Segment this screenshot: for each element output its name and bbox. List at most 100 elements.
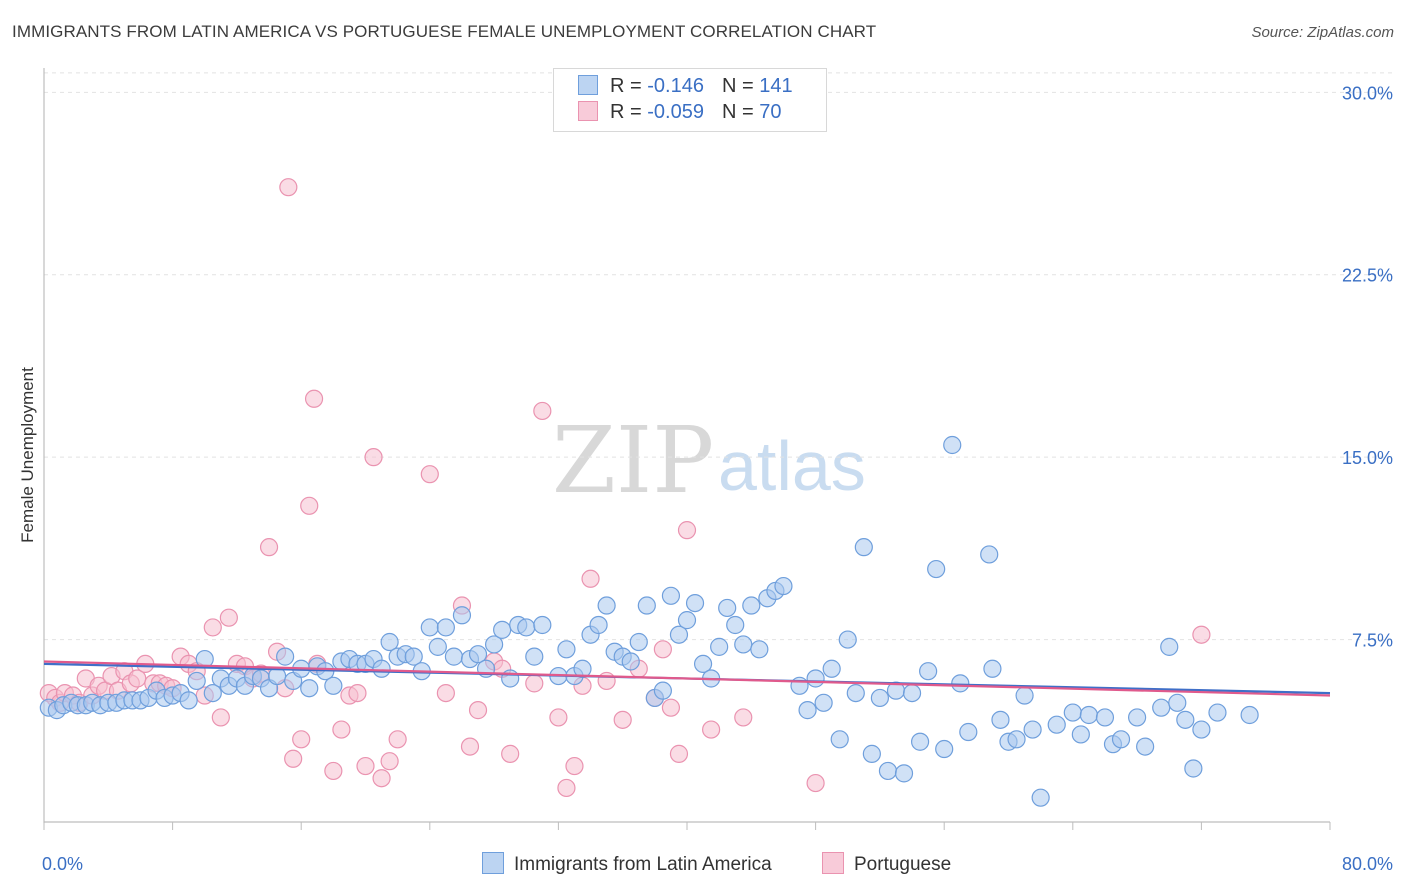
latin-america-point: [1015, 686, 1034, 705]
portuguese-point: [300, 496, 319, 515]
legend-r-label: R =: [610, 101, 648, 123]
bottom-legend-portuguese: Portuguese: [822, 852, 951, 876]
latin-america-point: [951, 674, 970, 693]
latin-america-point: [710, 637, 729, 656]
legend-n-value: 141: [759, 75, 793, 97]
latin-america-point: [380, 632, 399, 652]
legend-n-label: N =: [721, 75, 760, 97]
latin-america-point: [1192, 720, 1211, 739]
latin-america-point: [597, 596, 616, 615]
latin-america-point: [452, 606, 472, 625]
latin-america-point: [589, 615, 608, 635]
latin-america-point: [485, 635, 504, 654]
portuguese-point: [613, 710, 632, 729]
latin-america-point: [943, 435, 962, 455]
latin-america-point: [1007, 730, 1026, 749]
latin-america-point: [621, 652, 640, 671]
bottom-legend-latin-america: Immigrants from Latin America: [482, 852, 772, 876]
portuguese-point: [284, 749, 303, 768]
latin-america-point: [300, 679, 319, 698]
latin-america-point: [1127, 708, 1147, 727]
latin-america-point: [557, 640, 576, 659]
latin-america-point: [420, 618, 439, 637]
portuguese-point: [436, 683, 455, 703]
portuguese-point: [702, 720, 721, 739]
latin-america-point: [1184, 759, 1203, 778]
bottom-swatch-blue: [482, 852, 504, 874]
portuguese-point: [356, 756, 375, 776]
latin-america-point: [1063, 703, 1082, 722]
bottom-legend-label: Portuguese: [854, 854, 952, 875]
latin-america-point: [1071, 725, 1090, 744]
latin-america-point: [653, 681, 672, 700]
y-tick-label: 15.0%: [1342, 448, 1393, 468]
watermark-atlas: atlas: [718, 427, 866, 505]
latin-america-point: [629, 632, 648, 652]
latin-america-point: [870, 688, 890, 708]
portuguese-point: [460, 737, 480, 756]
latin-america-point: [1208, 703, 1227, 722]
portuguese-point: [203, 618, 222, 637]
latin-america-point: [919, 662, 938, 681]
latin-america-point: [404, 647, 423, 666]
latin-america-point: [798, 701, 817, 720]
latin-america-point: [517, 618, 536, 637]
portuguese-point: [348, 683, 367, 703]
latin-america-point: [203, 683, 222, 703]
latin-america-point: [814, 693, 833, 712]
latin-america-point: [493, 620, 512, 639]
latin-america-point: [525, 647, 544, 666]
latin-america-point: [444, 647, 464, 666]
portuguese-point: [661, 698, 681, 717]
legend-r-value: -0.146: [647, 75, 704, 97]
latin-america-point: [846, 683, 865, 703]
latin-america-point: [428, 637, 447, 656]
portuguese-point: [364, 448, 383, 467]
latin-america-point: [774, 576, 793, 596]
portuguese-point: [420, 465, 439, 484]
legend-n-label: N =: [721, 101, 760, 123]
latin-america-point: [894, 764, 914, 783]
portuguese-point: [279, 178, 298, 197]
watermark-zip: ZIP: [552, 407, 714, 514]
portuguese-point: [581, 569, 600, 588]
portuguese-point: [292, 730, 311, 749]
portuguese-point: [653, 640, 672, 659]
latin-america-point: [750, 640, 769, 659]
y-tick-label: 30.0%: [1342, 83, 1393, 103]
latin-america-point: [1023, 720, 1042, 739]
portuguese-point: [388, 730, 407, 749]
portuguese-point: [669, 744, 689, 763]
y-tick-label: 22.5%: [1342, 266, 1393, 286]
latin-america-point: [902, 683, 922, 703]
latin-america-point: [187, 671, 206, 691]
stats-legend: R = -0.146 N = 141 R = -0.059 N = 70: [553, 68, 827, 132]
portuguese-point: [734, 708, 753, 727]
latin-america-point: [533, 615, 552, 635]
latin-america-point: [830, 730, 849, 749]
legend-swatch-pink: [578, 101, 598, 121]
latin-america-point: [718, 598, 737, 618]
latin-america-point: [1111, 730, 1131, 749]
latin-america-point: [838, 630, 857, 649]
legend-n-value: 70: [759, 101, 782, 123]
latin-america-point: [276, 647, 295, 666]
portuguese-point: [1192, 625, 1211, 644]
latin-america-point: [179, 691, 198, 710]
latin-america-point: [854, 538, 873, 557]
latin-america-point: [661, 586, 681, 605]
portuguese-point: [565, 756, 584, 776]
latin-america-point: [436, 618, 455, 637]
latin-america-point: [1152, 698, 1171, 717]
portuguese-point: [332, 720, 351, 739]
latin-america-point: [806, 669, 825, 688]
legend-row-portuguese: R = -0.059 N = 70: [578, 101, 781, 125]
latin-america-point: [983, 659, 1002, 678]
portuguese-point: [677, 521, 697, 540]
latin-america-point: [935, 739, 954, 759]
x-tick-label-min: 0.0%: [42, 854, 83, 874]
portuguese-point: [549, 708, 568, 727]
source-label: Source: ZipAtlas.com: [1251, 24, 1394, 41]
latin-america-point: [927, 559, 946, 579]
